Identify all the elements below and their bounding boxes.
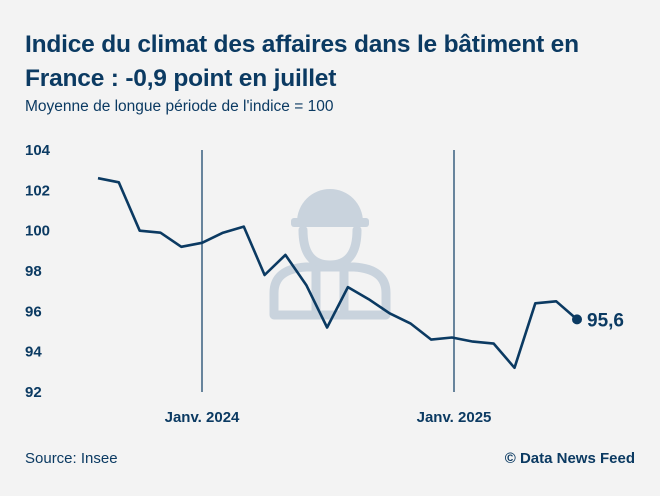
- y-tick-label: 98: [25, 263, 42, 280]
- chart-title: Indice du climat des affaires dans le bâ…: [25, 31, 579, 92]
- y-tick-label: 92: [25, 384, 42, 401]
- series-line: [97, 176, 578, 370]
- last-data-point: [572, 314, 582, 325]
- chart-subtitle: Moyenne de longue période de l'indice = …: [25, 98, 334, 115]
- y-tick-label: 104: [25, 142, 51, 159]
- source-note: Source: Insee: [25, 450, 118, 467]
- y-tick-label: 102: [25, 182, 50, 199]
- last-value-label: 95,6: [587, 310, 624, 331]
- y-tick-label: 100: [25, 223, 50, 240]
- construction-worker-icon: [269, 189, 391, 320]
- y-tick-label: 96: [25, 303, 42, 320]
- x-marker-label: Janv. 2025: [417, 409, 492, 426]
- x-marker-label: Janv. 2024: [165, 409, 240, 426]
- y-tick-label: 94: [25, 344, 42, 361]
- credit-label: © Data News Feed: [504, 450, 635, 467]
